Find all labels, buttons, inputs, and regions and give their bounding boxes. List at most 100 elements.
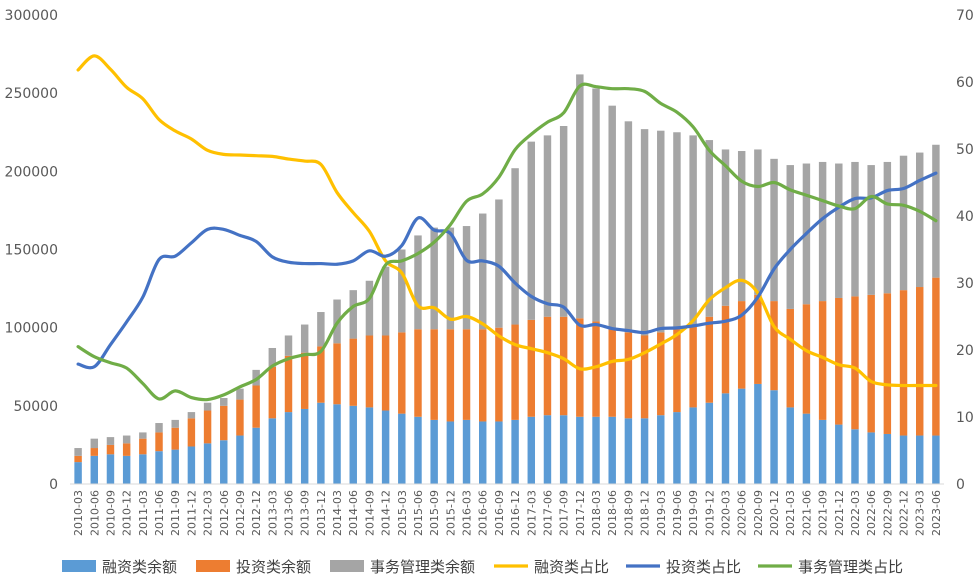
bar-management-2016-09 bbox=[495, 199, 503, 328]
x-tick-label: 2014-09 bbox=[363, 490, 376, 536]
bar-management-2017-09 bbox=[559, 126, 568, 317]
x-tick-label: 2021-06 bbox=[800, 490, 813, 536]
bar-investment-2013-09 bbox=[300, 352, 309, 409]
x-tick-label: 2021-09 bbox=[817, 490, 830, 536]
bar-financing-2012-06 bbox=[220, 440, 228, 484]
bar-investment-2016-12 bbox=[511, 324, 519, 420]
bar-investment-2019-12 bbox=[705, 316, 714, 403]
bar-investment-2016-09 bbox=[495, 327, 503, 422]
x-tick-label: 2011-09 bbox=[169, 490, 182, 536]
bar-financing-2022-12 bbox=[899, 435, 908, 484]
bar-financing-2016-06 bbox=[479, 421, 487, 484]
legend-label-2: 事务管理类余额 bbox=[370, 558, 475, 576]
bar-financing-2022-03 bbox=[851, 429, 859, 484]
bar-financing-2017-06 bbox=[543, 415, 552, 484]
bar-investment-2017-06 bbox=[543, 316, 552, 416]
bar-investment-2021-03 bbox=[786, 308, 794, 408]
bar-management-2023-06 bbox=[932, 144, 940, 278]
bar-financing-2011-03 bbox=[139, 454, 147, 484]
bar-management-2017-06 bbox=[543, 135, 552, 317]
bar-financing-2016-03 bbox=[462, 419, 471, 484]
bar-investment-2020-06 bbox=[737, 301, 746, 389]
bar-management-2014-06 bbox=[349, 290, 357, 339]
bar-financing-2015-06 bbox=[414, 416, 422, 484]
bar-financing-2020-06 bbox=[737, 388, 746, 484]
x-tick-label: 2017-03 bbox=[525, 490, 538, 536]
bar-financing-2012-09 bbox=[236, 435, 244, 484]
bar-investment-2016-06 bbox=[479, 329, 487, 422]
x-tick-label: 2018-12 bbox=[639, 490, 652, 536]
bar-investment-2021-09 bbox=[818, 301, 827, 420]
x-tick-label: 2019-03 bbox=[655, 490, 668, 536]
bar-financing-2014-06 bbox=[349, 405, 357, 484]
bar-management-2020-03 bbox=[721, 149, 730, 306]
bar-financing-2010-03 bbox=[74, 462, 82, 484]
bar-management-2011-12 bbox=[187, 412, 196, 419]
bar-financing-2023-03 bbox=[916, 435, 924, 484]
x-tick-label: 2016-03 bbox=[461, 490, 474, 536]
bar-management-2012-06 bbox=[220, 398, 228, 406]
bar-investment-2012-06 bbox=[220, 405, 228, 441]
bar-investment-2011-03 bbox=[139, 438, 147, 455]
x-tick-label: 2017-12 bbox=[574, 490, 587, 536]
bar-financing-2011-06 bbox=[155, 451, 163, 484]
bar-financing-2017-12 bbox=[576, 416, 584, 484]
x-tick-label: 2023-03 bbox=[914, 490, 927, 536]
bar-financing-2022-06 bbox=[867, 432, 875, 484]
x-tick-label: 2014-06 bbox=[347, 490, 360, 536]
y-right-tick-label: 10 bbox=[956, 410, 974, 426]
bar-investment-2017-09 bbox=[559, 316, 568, 416]
x-tick-label: 2018-06 bbox=[606, 490, 619, 536]
bar-investment-2015-09 bbox=[430, 329, 438, 420]
bar-financing-2014-03 bbox=[333, 404, 341, 484]
legend-key-1 bbox=[196, 560, 230, 572]
bar-investment-2022-09 bbox=[883, 293, 892, 434]
bar-management-2016-06 bbox=[479, 213, 487, 330]
x-tick-label: 2012-12 bbox=[250, 490, 263, 536]
bar-management-2013-09 bbox=[300, 324, 309, 353]
bar-management-2021-03 bbox=[786, 165, 794, 309]
bar-financing-2021-12 bbox=[835, 424, 843, 484]
bar-management-2019-06 bbox=[673, 132, 681, 330]
bar-investment-2010-12 bbox=[122, 443, 131, 456]
x-tick-label: 2010-12 bbox=[121, 490, 134, 536]
bar-management-2020-09 bbox=[754, 149, 762, 295]
bar-investment-2011-06 bbox=[155, 432, 163, 452]
line-investment-share bbox=[76, 171, 938, 370]
x-tick-label: 2015-12 bbox=[444, 490, 457, 536]
bar-financing-2018-09 bbox=[624, 418, 633, 484]
x-tick-label: 2012-03 bbox=[202, 490, 215, 536]
bar-financing-2019-06 bbox=[673, 412, 681, 484]
x-tick-label: 2022-12 bbox=[898, 490, 911, 536]
bar-financing-2015-03 bbox=[398, 413, 406, 484]
bar-management-2011-03 bbox=[139, 432, 147, 439]
bar-management-2018-09 bbox=[624, 121, 633, 333]
x-axis-ticks: 2010-03 2010-06 2010-09 2010-12 2011-03 2011-… bbox=[72, 490, 943, 536]
bar-investment-2010-06 bbox=[90, 448, 99, 456]
bar-management-2017-03 bbox=[527, 141, 536, 320]
x-tick-label: 2015-09 bbox=[428, 490, 441, 536]
legend: 融资类余额 投资类余额 事务管理类余额 融资类占比 投资类占比 事务管理类占比 bbox=[62, 558, 903, 576]
bar-investment-2012-03 bbox=[203, 410, 212, 444]
x-tick-label: 2020-06 bbox=[736, 490, 749, 536]
bar-management-2021-12 bbox=[835, 163, 843, 298]
bar-financing-2020-03 bbox=[721, 393, 730, 484]
bar-management-2011-06 bbox=[155, 423, 163, 433]
left-y-axis: 0 50000 100000 150000 200000 250000 300000 bbox=[5, 8, 58, 493]
bar-management-2021-09 bbox=[818, 161, 827, 302]
x-tick-label: 2019-12 bbox=[703, 490, 716, 536]
bar-financing-2020-12 bbox=[770, 390, 778, 484]
x-tick-label: 2011-03 bbox=[137, 490, 150, 536]
x-tick-label: 2011-12 bbox=[185, 490, 198, 536]
x-tick-label: 2011-06 bbox=[153, 490, 166, 536]
bar-financing-2013-12 bbox=[317, 402, 325, 484]
bar-investment-2013-06 bbox=[284, 355, 293, 413]
y-left-tick-label: 150000 bbox=[5, 243, 58, 259]
x-tick-label: 2015-03 bbox=[396, 490, 409, 536]
x-tick-label: 2016-12 bbox=[509, 490, 522, 536]
y-right-tick-label: 60 bbox=[956, 75, 974, 91]
x-tick-label: 2017-09 bbox=[558, 490, 571, 536]
x-tick-label: 2020-03 bbox=[720, 490, 733, 536]
bar-investment-2020-03 bbox=[721, 305, 730, 394]
